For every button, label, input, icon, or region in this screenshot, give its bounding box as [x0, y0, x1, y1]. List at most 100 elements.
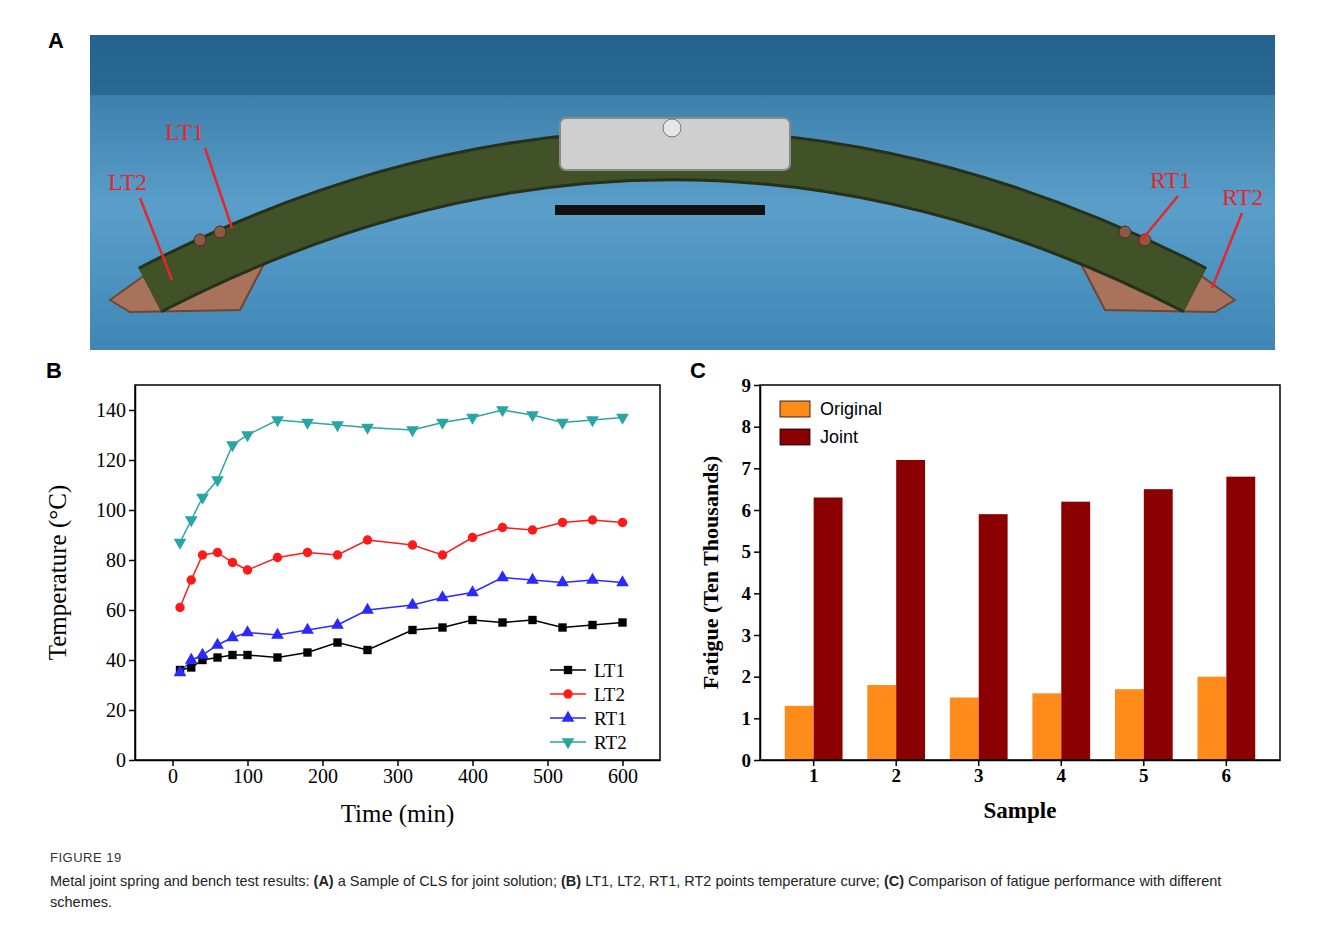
tick-mark: [129, 510, 135, 512]
tick: 5: [1139, 760, 1149, 786]
tick-label: 9: [742, 375, 752, 396]
axis: 123456: [761, 760, 1281, 786]
tick: 600: [608, 760, 638, 787]
bar: [814, 498, 843, 761]
marker: [408, 626, 416, 634]
tick-label: 3: [742, 625, 752, 646]
legend-swatch: [780, 401, 810, 417]
tick-label: 3: [974, 765, 984, 786]
marker: [498, 618, 506, 626]
marker: [363, 646, 371, 654]
tick-label: 7: [742, 458, 752, 479]
marker: [243, 565, 252, 574]
caption-text: Metal joint spring and bench test result…: [50, 871, 1280, 913]
fitting-bolt: [214, 226, 226, 238]
tick-mark: [754, 551, 760, 553]
tick-label: 2: [742, 666, 752, 687]
marker: [301, 623, 314, 634]
marker: [526, 411, 539, 422]
tick: 40: [106, 649, 135, 671]
tick-label: 80: [106, 549, 126, 571]
tick-label: 1: [742, 708, 752, 729]
bar: [1115, 689, 1144, 760]
legend-label: RT2: [594, 732, 627, 753]
marker: [586, 573, 599, 584]
marker: [271, 416, 284, 427]
marker: [273, 653, 281, 661]
caption-part: (A): [314, 873, 334, 889]
tick-mark: [129, 460, 135, 462]
tick-label: 0: [742, 750, 752, 771]
spring: [150, 155, 1195, 290]
marker: [226, 441, 239, 452]
tick: 4: [742, 583, 761, 604]
marker: [468, 533, 477, 542]
marker: [187, 663, 195, 671]
marker: [588, 621, 596, 629]
marker: [556, 419, 569, 430]
plot-frame: [760, 385, 1280, 760]
axis-title: Sample: [984, 798, 1057, 823]
marker: [333, 638, 341, 646]
marker: [558, 623, 566, 631]
bar: [1061, 502, 1090, 760]
tick-label: 1: [809, 765, 819, 786]
tick-mark: [129, 710, 135, 712]
figure: LT1LT2RT1RT2A010020030040050060002040608…: [0, 0, 1326, 945]
caption-part: Metal joint spring and bench test result…: [50, 873, 314, 889]
marker: [498, 523, 507, 532]
tick: 400: [458, 760, 488, 787]
tick-mark: [754, 635, 760, 637]
tick: 60: [106, 599, 135, 621]
tick-mark: [129, 660, 135, 662]
marker: [408, 540, 417, 549]
tick-label: 5: [1139, 765, 1149, 786]
fitting-bolt: [194, 234, 206, 246]
tick-label: 140: [96, 399, 126, 421]
bar: [979, 514, 1008, 760]
marker: [228, 651, 236, 659]
axis-title: Fatigue (Ten Thousands): [698, 456, 723, 690]
tick: 6: [742, 500, 761, 521]
tick: 100: [233, 760, 263, 787]
plot-marks: [174, 406, 629, 676]
marker: [618, 518, 627, 527]
tick: 140: [96, 399, 135, 421]
marker: [174, 539, 187, 550]
tick-mark: [754, 510, 760, 512]
panel-letter: B: [46, 358, 62, 383]
spring-edge: [150, 155, 1195, 290]
marker: [174, 665, 187, 676]
axis-title: Time (min): [341, 800, 455, 828]
center-bolt: [663, 119, 681, 137]
tick-mark: [129, 760, 135, 762]
tick: 7: [742, 458, 761, 479]
fitting-bolt: [1119, 226, 1131, 238]
marker: [438, 623, 446, 631]
tick-label: 400: [458, 765, 488, 787]
marker: [361, 424, 374, 435]
marker: [436, 419, 449, 430]
plot-frame: [135, 385, 660, 760]
plot-marks: [785, 460, 1255, 760]
tick: 100: [96, 499, 135, 521]
tick: 5: [742, 541, 761, 562]
tick: 8: [742, 416, 761, 437]
marker: [466, 414, 479, 425]
figure-number: FIGURE 19: [50, 850, 1280, 865]
marker: [175, 603, 184, 612]
legend: OriginalJoint: [780, 399, 882, 447]
tick-mark: [754, 676, 760, 678]
marker: [331, 421, 344, 432]
tick-label: 0: [116, 749, 126, 771]
marker: [196, 648, 209, 659]
caption-part: LT1, LT2, RT1, RT2 points temperature cu…: [581, 873, 884, 889]
tick-label: 600: [608, 765, 638, 787]
marker: [588, 515, 597, 524]
tick-label: 6: [742, 500, 752, 521]
marker: [187, 575, 196, 584]
legend-label: Original: [820, 399, 882, 419]
tick: 0: [168, 760, 178, 787]
tick: 1: [742, 708, 761, 729]
tick-label: 5: [742, 541, 752, 562]
